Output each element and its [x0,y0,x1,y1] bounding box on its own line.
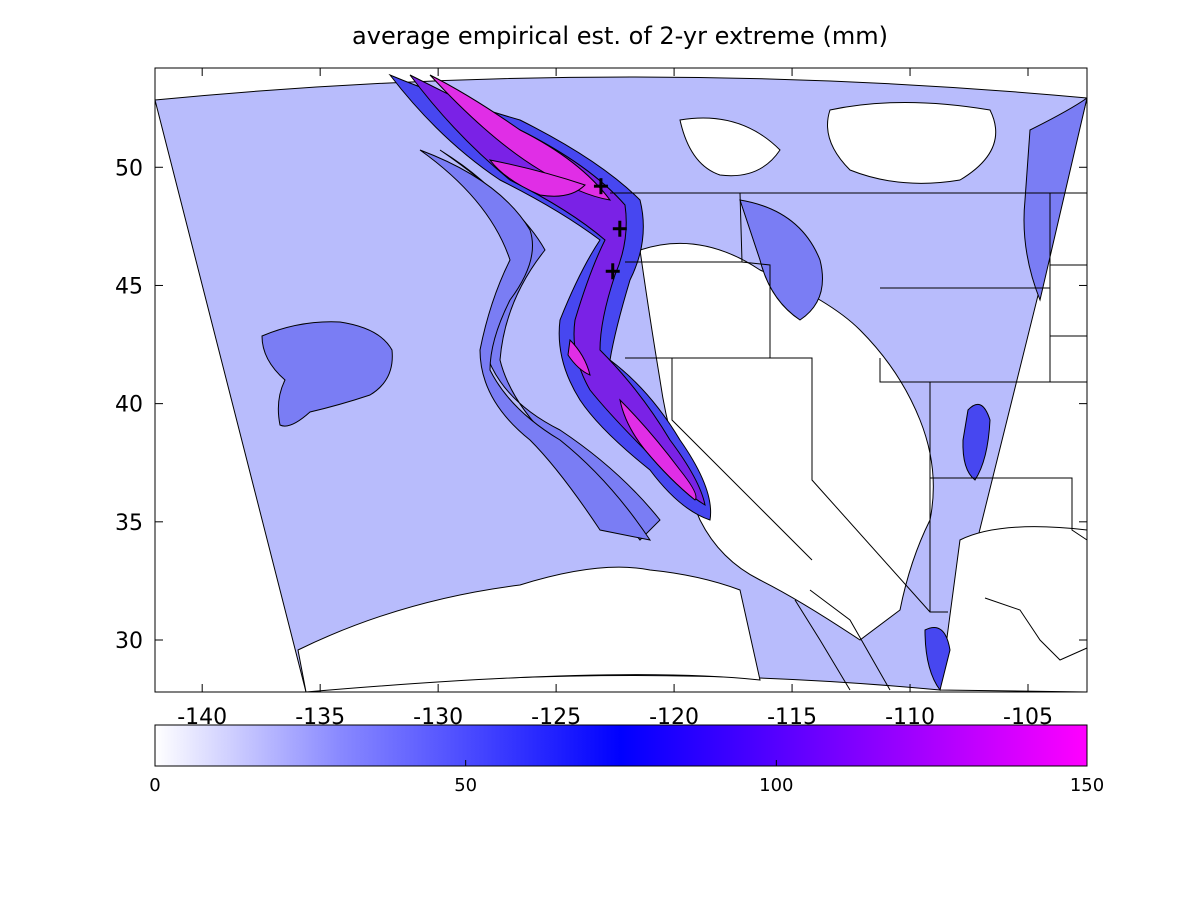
sierra-madre-patch [924,627,951,692]
plains-border [1049,193,1087,383]
interior-dry-north [679,117,781,177]
front-range-patch [962,403,991,481]
station-vancouver [593,178,608,195]
state-boundaries [610,192,1088,691]
baja-lines-2 [809,589,891,691]
east-edge-band [1023,97,1087,302]
offshore-blob [261,321,393,427]
y-tick-label: 45 [115,274,143,299]
rockies-patch [739,199,823,321]
colorbar-ticks: 0 50 100 150 [149,760,1104,796]
y-tick-group: 30 35 40 45 50 [115,156,1087,654]
y-tick-label: 30 [115,629,143,654]
map-frame [154,67,1088,693]
sierra-peak [619,398,697,501]
colorbar-gradient [154,724,1088,767]
coastal-band-40-60-2 [419,149,652,541]
colorbar-tick-label: 50 [454,775,477,796]
coast-range-80-100 [409,74,706,507]
colorbar-tick-label: 0 [149,775,160,796]
station-markers [593,178,627,280]
colorado-border [879,358,1087,383]
map-panel: -140 -135 -130 -125 -120 -115 -110 -105 3035404… [115,67,1088,730]
baja-lines [794,599,851,691]
idaho-border [739,192,771,358]
station-seattle [612,220,627,237]
station-portland [605,263,620,280]
colorbar-tick-label: 100 [759,775,793,796]
ok-border [930,477,1088,541]
y-axis: 30 35 40 45 50 [115,156,1087,654]
coast-range-peak [429,74,612,201]
mexico-border [984,597,1088,661]
north-plains-low [827,102,997,184]
contour-field [155,73,1087,692]
ocean-low-region [297,566,761,692]
colorbar-tick-label: 150 [1070,775,1104,796]
chart-title: average empirical est. of 2-yr extreme (… [352,22,888,50]
california-border [625,357,948,613]
south-texas-low [939,526,1087,692]
olympic-peak [488,159,586,197]
colorbar: 0 50 100 150 [149,724,1104,796]
y-tick-label: 50 [115,156,143,181]
cascades-peak [567,338,591,376]
y-tick-label: 35 [115,511,143,536]
y-tick-label: 40 [115,393,143,418]
nevada-border [671,358,813,561]
